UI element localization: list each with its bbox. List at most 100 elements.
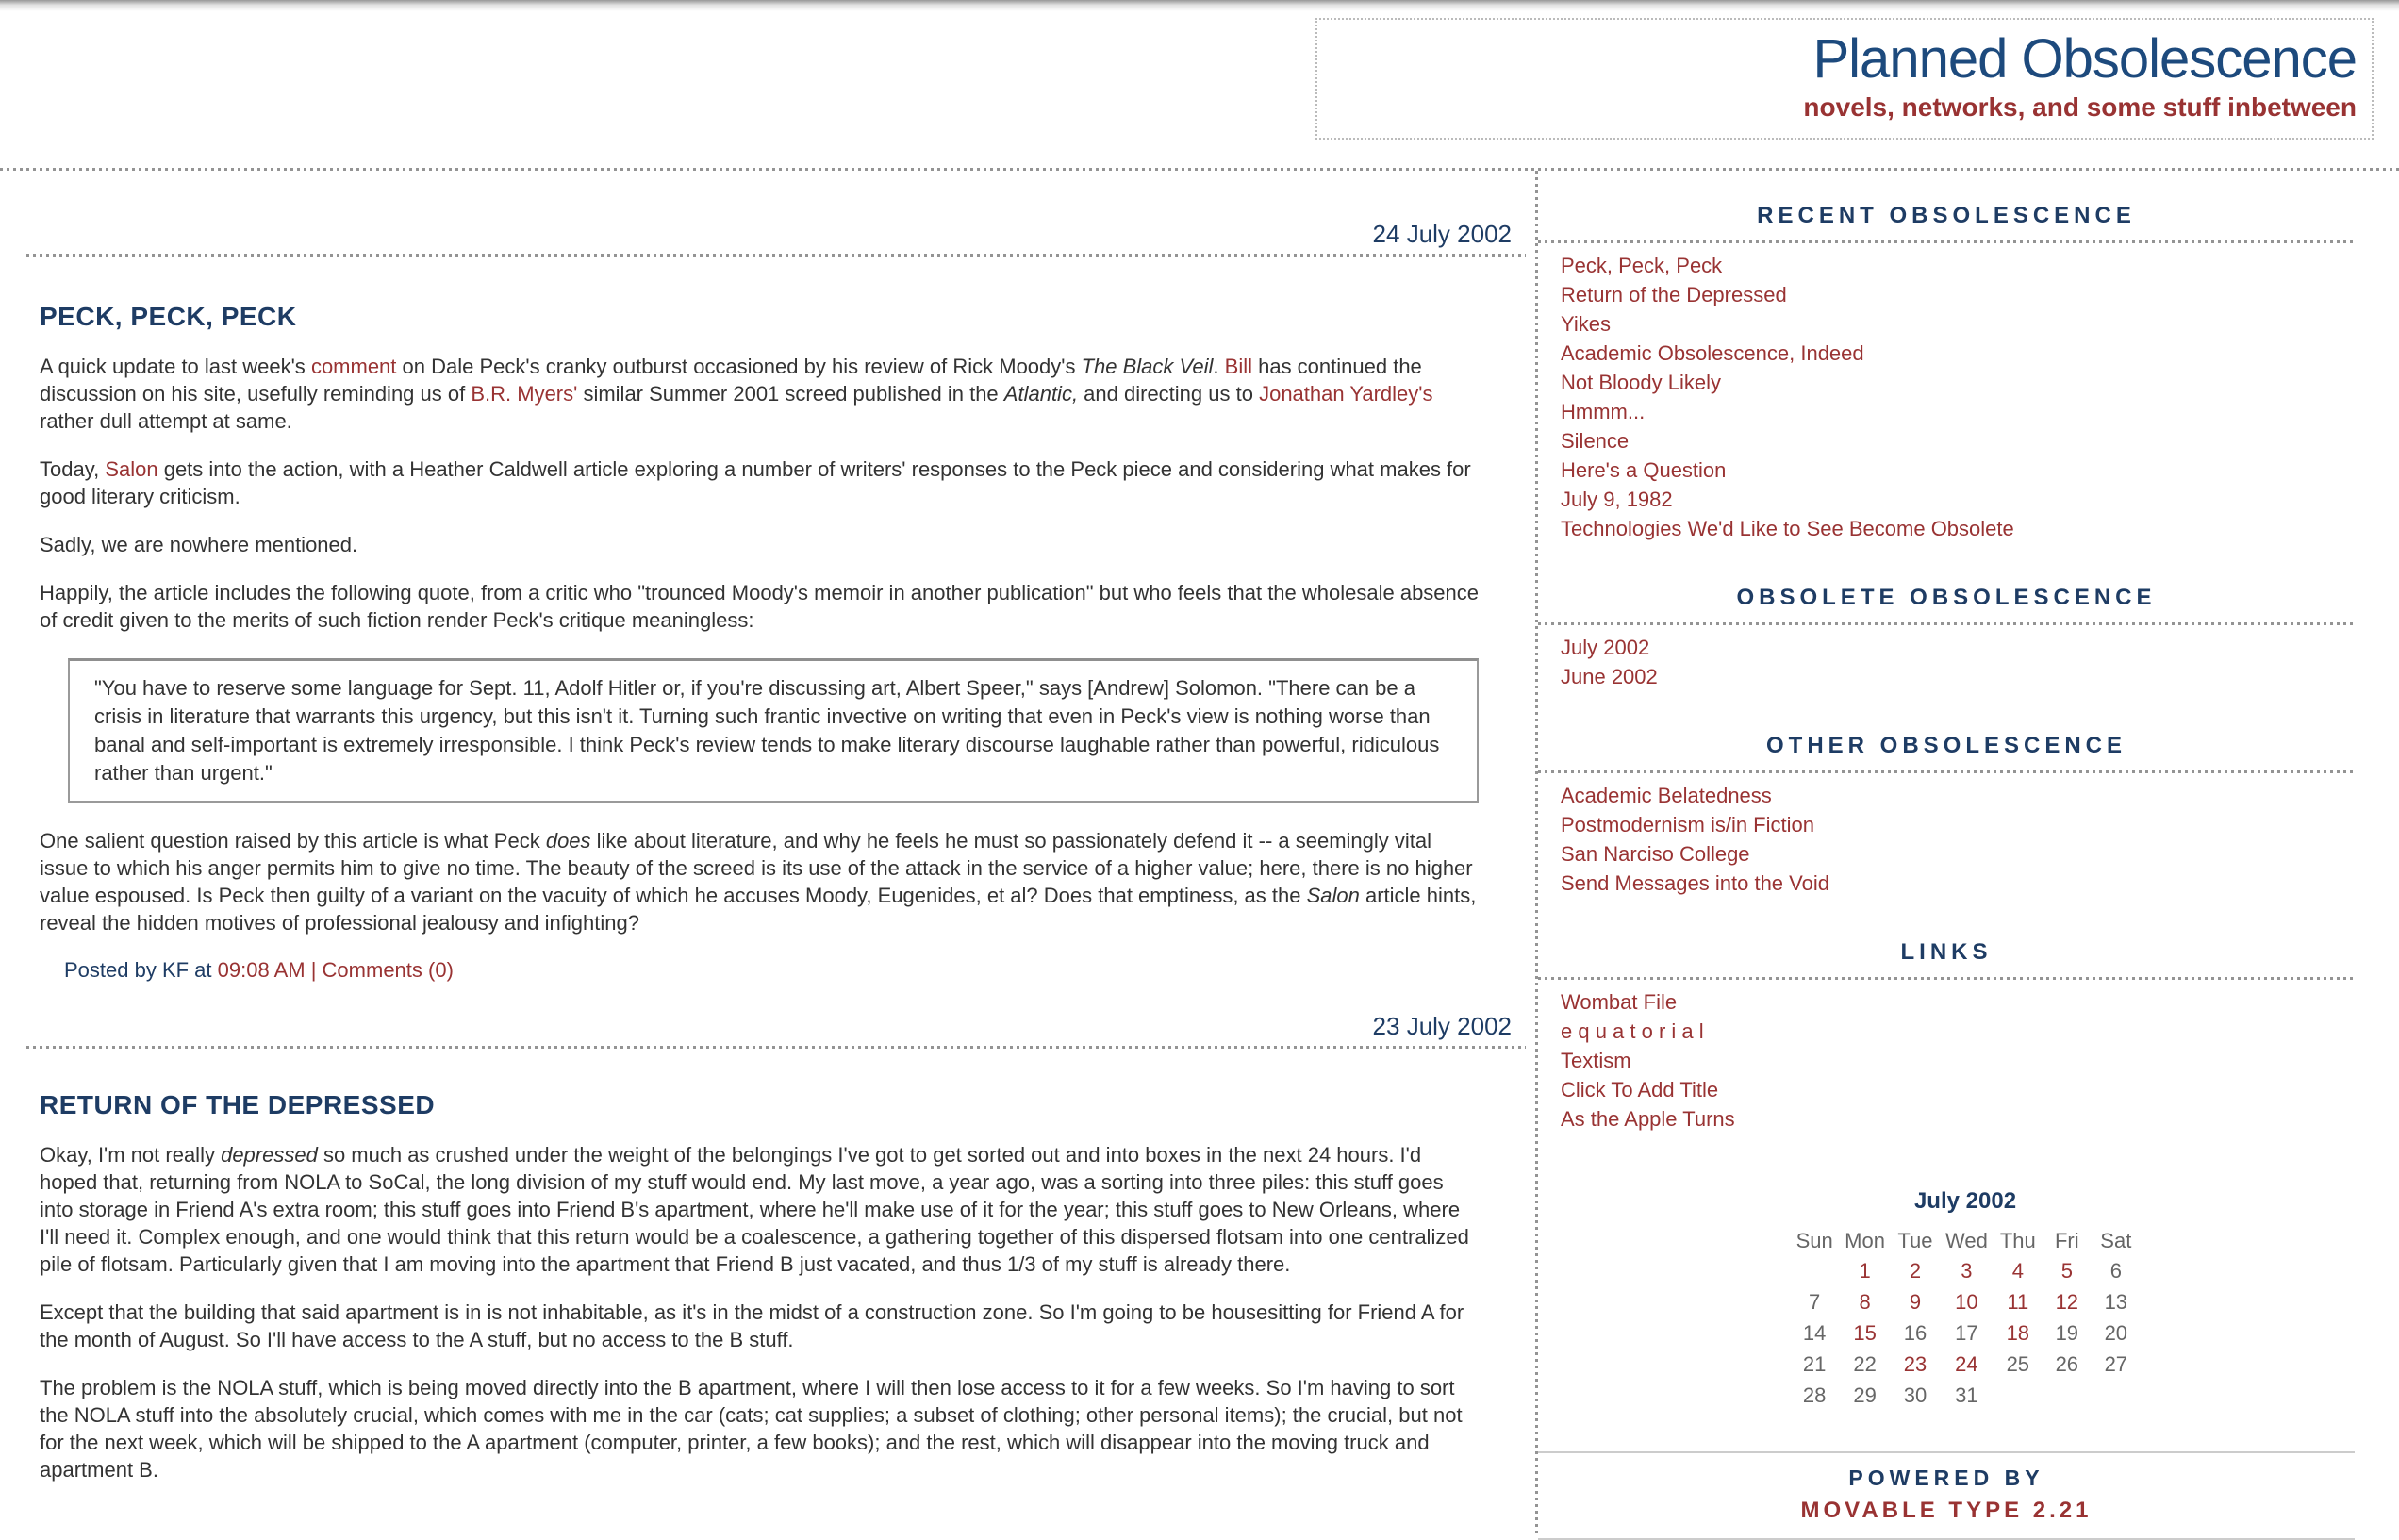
calendar-day-header: Sat	[2100, 1229, 2132, 1252]
inline-link[interactable]: comment	[310, 355, 397, 378]
calendar-day: 28	[1802, 1383, 1827, 1407]
page-top-shadow	[0, 0, 2399, 11]
calendar-day[interactable]: 1	[1859, 1259, 1871, 1283]
post-paragraph: The problem is the NOLA stuff, which is …	[40, 1374, 1479, 1483]
sidebar-link[interactable]: Here's a Question	[1561, 458, 1727, 482]
list-item: e q u a t o r i a l	[1561, 1017, 2355, 1046]
sidebar-link[interactable]: July 2002	[1561, 636, 1650, 659]
calendar-day[interactable]: 8	[1859, 1290, 1871, 1314]
calendar-day[interactable]: 10	[1955, 1290, 1978, 1314]
calendar-day[interactable]: 2	[1909, 1259, 1922, 1283]
sidebar-link[interactable]: San Narciso College	[1561, 842, 1750, 866]
sidebar-link[interactable]: June 2002	[1561, 665, 1658, 688]
calendar-day: 17	[1955, 1321, 1978, 1345]
calendar-day[interactable]: 11	[2007, 1290, 2029, 1314]
calendar-week-row: 21 22 23 24 25 26 27	[1795, 1351, 2135, 1378]
sidebar-section-title: OTHER OBSOLESCENCE	[1765, 733, 2127, 758]
calendar-day: 29	[1853, 1383, 1877, 1407]
list-item: July 2002	[1561, 633, 2355, 662]
calendar-day[interactable]: 15	[1853, 1321, 1877, 1345]
inline-link[interactable]: Comments (0)	[322, 958, 454, 982]
sidebar-link[interactable]: Send Messages into the Void	[1561, 871, 1829, 895]
section-separator	[1538, 977, 2355, 980]
page-header: Planned Obsolescence novels, networks, a…	[0, 0, 2399, 168]
calendar-day[interactable]: 18	[2006, 1321, 2030, 1345]
sidebar-link[interactable]: Technologies We'd Like to See Become Obs…	[1561, 517, 2014, 540]
text-run: and directing us to	[1078, 382, 1260, 406]
calendar-day-header: Thu	[1999, 1229, 2036, 1252]
sidebar-link[interactable]: Textism	[1561, 1049, 1631, 1072]
list-item: July 9, 1982	[1561, 485, 2355, 514]
calendar-table: Sun Mon Tue Wed Thu Fri Sat 1 2 3 4 5 6 7 8 9 10 11 12 13 14…	[1784, 1224, 2146, 1414]
inline-link[interactable]: Bill	[1224, 355, 1252, 378]
sidebar-link[interactable]: Wombat File	[1561, 990, 1678, 1014]
text-run: rather dull attempt at same.	[40, 409, 292, 433]
inline-link[interactable]: 09:08 AM	[217, 958, 306, 982]
emphasis-text: The Black Veil	[1081, 355, 1214, 378]
calendar-week-row: 1 2 3 4 5 6	[1795, 1258, 2135, 1284]
sidebar-section: OBSOLETE OBSOLESCENCE July 2002 June 2002	[1538, 585, 2355, 691]
list-item: Yikes	[1561, 309, 2355, 339]
sidebar-link-list: July 2002 June 2002	[1538, 633, 2355, 691]
sidebar-link[interactable]: e q u a t o r i a l	[1561, 1019, 1704, 1043]
sidebar-link[interactable]: July 9, 1982	[1561, 488, 1673, 511]
list-item: Postmodernism is/in Fiction	[1561, 810, 2355, 839]
calendar-day[interactable]: 3	[1961, 1259, 1973, 1283]
post-paragraph: A quick update to last week's comment on…	[40, 353, 1479, 435]
sidebar-link[interactable]: Academic Belatedness	[1561, 784, 1772, 807]
text-run: similar Summer 2001 screed published in …	[577, 382, 1004, 406]
sidebar-link[interactable]: Click To Add Title	[1561, 1078, 1719, 1101]
inline-link[interactable]: Jonathan Yardley's	[1259, 382, 1433, 406]
sidebar-link[interactable]: Return of the Depressed	[1561, 283, 1787, 306]
calendar: July 2002 Sun Mon Tue Wed Thu Fri Sat 1 2 3 4 5 6 7 8 9…	[1557, 1188, 2374, 1414]
post-paragraph: Happily, the article includes the follow…	[40, 579, 1479, 634]
sidebar-section: OTHER OBSOLESCENCE Academic Belatedness Po…	[1538, 733, 2355, 898]
sidebar-link[interactable]: Yikes	[1561, 312, 1611, 336]
movable-type-link[interactable]: MOVABLE TYPE 2.21	[1800, 1498, 2093, 1523]
calendar-day[interactable]: 9	[1909, 1290, 1922, 1314]
list-item: Textism	[1561, 1046, 2355, 1075]
list-item: Silence	[1561, 426, 2355, 455]
calendar-title: July 2002	[1913, 1188, 2017, 1214]
sidebar-link-list: Peck, Peck, Peck Return of the Depressed Y…	[1538, 251, 2355, 543]
sidebar-link[interactable]: Academic Obsolescence, Indeed	[1561, 341, 1864, 365]
calendar-empty-cell	[1999, 1383, 2037, 1409]
date-separator	[26, 1046, 1526, 1049]
calendar-day-header: Tue	[1897, 1229, 1933, 1252]
inline-link[interactable]: B.R. Myers'	[471, 382, 578, 406]
calendar-day[interactable]: 4	[2011, 1259, 2024, 1283]
text-run: like about literature, and why he feels …	[40, 829, 1473, 907]
list-item: Wombat File	[1561, 987, 2355, 1017]
sidebar-section-title: OBSOLETE OBSOLESCENCE	[1736, 585, 2157, 610]
sidebar-link[interactable]: Peck, Peck, Peck	[1561, 254, 1723, 277]
sidebar-link[interactable]: As the Apple Turns	[1561, 1107, 1735, 1131]
post-title: RETURN OF THE DEPRESSED	[40, 1090, 436, 1119]
post-paragraph: One salient question raised by this arti…	[40, 827, 1479, 936]
calendar-day[interactable]: 12	[2055, 1290, 2079, 1314]
post-date: 24 July 2002	[1372, 220, 1512, 248]
calendar-day[interactable]: 5	[2060, 1259, 2073, 1283]
emphasis-text: Salon	[1306, 884, 1360, 907]
post-byline: Posted by KF at 09:08 AM | Comments (0)	[64, 957, 1535, 984]
calendar-day-header: Mon	[1845, 1229, 1885, 1252]
calendar-day[interactable]: 24	[1955, 1352, 1978, 1376]
sidebar-link[interactable]: Not Bloody Likely	[1561, 371, 1721, 394]
text-run: Posted by KF at	[64, 958, 218, 982]
text-run: so much as crushed under the weight of t…	[40, 1143, 1469, 1276]
sidebar-section-title: RECENT OBSOLESCENCE	[1757, 203, 2136, 228]
post-blockquote: "You have to reserve some language for S…	[68, 658, 1479, 803]
inline-link[interactable]: Salon	[105, 457, 158, 481]
sidebar-link[interactable]: Silence	[1561, 429, 1630, 453]
column-divider	[1535, 171, 1538, 1537]
sidebar-section: RECENT OBSOLESCENCE Peck, Peck, Peck Retur…	[1538, 203, 2355, 543]
sidebar-link[interactable]: Postmodernism is/in Fiction	[1561, 813, 1814, 836]
date-separator	[26, 254, 1526, 257]
text-run: Sadly, we are nowhere mentioned.	[40, 533, 358, 556]
calendar-day-header: Fri	[2054, 1229, 2079, 1252]
blog-post: 23 July 2002 RETURN OF THE DEPRESSED Okay,…	[26, 1012, 1535, 1483]
calendar-day[interactable]: 23	[1903, 1352, 1927, 1376]
list-item: Academic Belatedness	[1561, 781, 2355, 810]
header-separator	[0, 168, 2399, 171]
sidebar-link[interactable]: Hmmm...	[1561, 400, 1646, 423]
list-item: San Narciso College	[1561, 839, 2355, 869]
